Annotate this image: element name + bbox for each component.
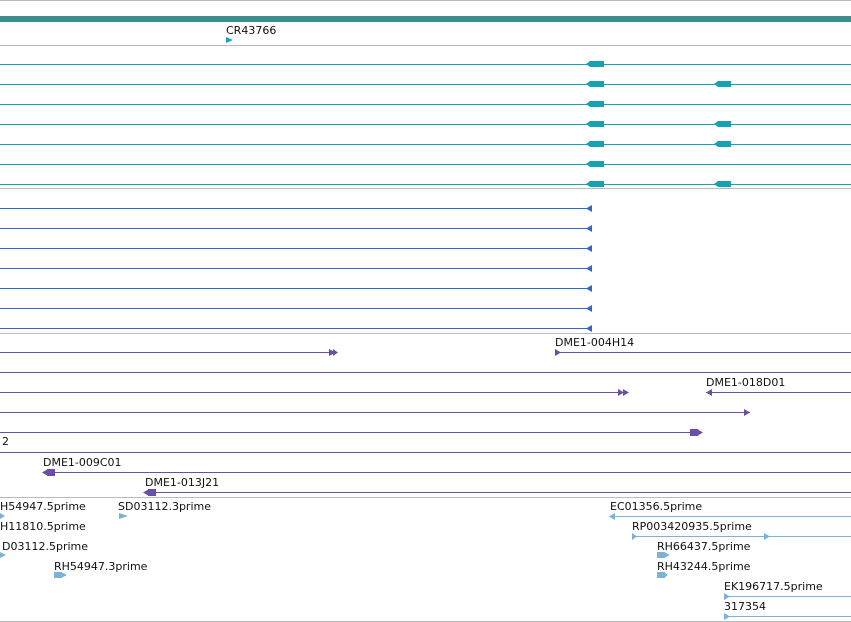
- transcript-row: [0, 181, 851, 187]
- transcript-row: [0, 245, 592, 252]
- gene-track[interactable]: CR43766: [226, 24, 276, 43]
- est-feature: [54, 572, 62, 578]
- est-feature: [657, 552, 665, 558]
- transcript-row: [0, 225, 592, 232]
- transcript-row: [0, 305, 592, 312]
- clone-row: [0, 409, 750, 416]
- est-label[interactable]: SD03112.3prime: [118, 500, 211, 513]
- transcript-track-blue[interactable]: [0, 205, 592, 332]
- clone-row: [0, 429, 703, 436]
- transcript-row: [0, 285, 592, 292]
- est-feature: [119, 513, 128, 519]
- gene-label[interactable]: CR43766: [226, 24, 276, 37]
- est-label[interactable]: EC01356.5prime: [610, 500, 702, 513]
- est-track[interactable]: H54947.5prime SD03112.3prime EC01356.5pr…: [0, 500, 851, 620]
- reference-bar[interactable]: [0, 16, 851, 22]
- transcript-row: [0, 161, 851, 167]
- est-label[interactable]: EK196717.5prime: [724, 580, 823, 593]
- transcript-row: [0, 121, 851, 127]
- est-label[interactable]: H11810.5prime: [0, 520, 86, 533]
- est-label[interactable]: RP003420935.5prime: [632, 520, 752, 533]
- est-feature: [609, 513, 615, 520]
- est-label[interactable]: 317354: [724, 600, 766, 613]
- est-feature: [724, 613, 730, 620]
- est-label[interactable]: RH66437.5prime: [657, 540, 751, 553]
- clone-label[interactable]: DME1-004H14: [555, 336, 634, 349]
- est-label[interactable]: RH54947.3prime: [54, 560, 148, 573]
- clone-track[interactable]: DME1-004H14 DME1-018D01 2 DME1-009C01 DM…: [0, 336, 851, 496]
- clone-label[interactable]: DME1-009C01: [43, 456, 122, 469]
- clone-label[interactable]: 2: [2, 435, 9, 448]
- clone-row: DME1-013J21: [143, 476, 851, 496]
- clone-row: [0, 389, 629, 396]
- est-feature: [632, 533, 637, 540]
- clone-row: 2: [0, 435, 851, 453]
- clone-row: DME1-004H14: [555, 336, 851, 356]
- est-label[interactable]: RH43244.5prime: [657, 560, 751, 573]
- transcript-track-teal[interactable]: [0, 61, 851, 187]
- transcript-row: [0, 325, 592, 332]
- transcript-row: [0, 61, 851, 67]
- transcript-row: [0, 101, 851, 107]
- est-feature: [0, 513, 5, 519]
- est-label[interactable]: D03112.5prime: [2, 540, 88, 553]
- arrow-right-icon: [226, 37, 233, 43]
- transcript-row: [0, 81, 851, 87]
- est-feature: [724, 593, 730, 600]
- est-label[interactable]: H54947.5prime: [0, 500, 86, 513]
- transcript-row: [0, 141, 851, 147]
- est-feature: [764, 533, 770, 540]
- transcript-row: [0, 205, 592, 212]
- clone-label[interactable]: DME1-013J21: [145, 476, 219, 489]
- clone-label[interactable]: DME1-018D01: [706, 376, 785, 389]
- est-feature: [0, 552, 6, 558]
- transcript-row: [0, 265, 592, 272]
- est-feature: [657, 572, 665, 578]
- clone-row: DME1-009C01: [42, 456, 851, 476]
- clone-row: DME1-018D01: [706, 376, 851, 396]
- clone-row: [0, 349, 338, 356]
